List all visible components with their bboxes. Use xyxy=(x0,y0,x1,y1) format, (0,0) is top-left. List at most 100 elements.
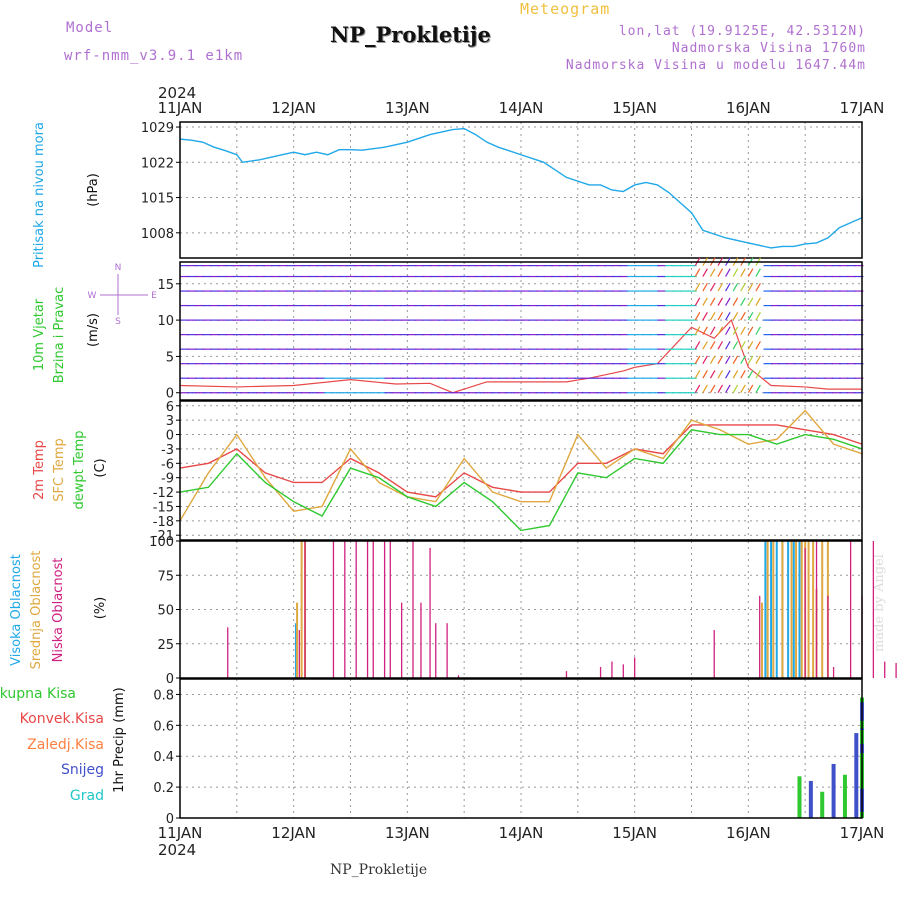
wind-unit: (m/s) xyxy=(86,313,101,347)
panel-1: 0 5 10 15 xyxy=(157,257,864,402)
ytick-label-2-4: -9 xyxy=(161,472,174,487)
wind-barb xyxy=(740,370,746,379)
time-tick-bottom-3: 14JAN xyxy=(499,824,544,842)
wind-barb xyxy=(755,326,761,335)
time-tick-bottom-0: 11JAN xyxy=(158,824,203,842)
chart-title: NP_Prokletije xyxy=(330,22,491,47)
cloud-low-label: Niska Oblacnost xyxy=(51,558,66,663)
panel-frame-1 xyxy=(179,261,863,401)
precip-snow-label: Snijeg xyxy=(61,762,104,778)
wind-barb xyxy=(740,297,746,306)
wind-barb xyxy=(702,282,708,292)
ytick-label-2-5: -6 xyxy=(161,457,174,472)
wind-barb xyxy=(717,312,724,321)
chart-subtitle: Meteogram xyxy=(520,0,611,18)
wind-barb xyxy=(725,370,731,379)
wind-barb xyxy=(747,355,754,364)
wind-barb xyxy=(732,297,739,306)
wind-label-1: 10m Vjetar xyxy=(32,298,47,371)
ytick-label-1-1: 5 xyxy=(166,350,174,365)
wind-barb xyxy=(702,355,708,364)
model-name: wrf-nmm_v3.9.1 e1km xyxy=(64,48,244,64)
ytick-label-2-7: 0 xyxy=(166,429,174,444)
wind-barb xyxy=(732,355,739,364)
precip-bar xyxy=(808,780,813,818)
wind-barb xyxy=(725,355,731,364)
ytick-label-0-3: 1029 xyxy=(141,121,174,136)
time-tick-bottom-6: 17JAN xyxy=(840,824,885,842)
model-label: Model xyxy=(66,20,114,36)
panel-3: 0 25 50 75 100 xyxy=(149,535,897,687)
time-tick-top-6: 17JAN xyxy=(840,99,885,117)
time-tick-top-2: 13JAN xyxy=(385,99,430,117)
precip-bar xyxy=(831,763,836,818)
wind-barb xyxy=(732,326,739,335)
wind-barb xyxy=(740,268,746,277)
panel-4: 0 0.2 0.4 0.6 0.8 xyxy=(153,678,864,827)
time-tick-top-3: 14JAN xyxy=(499,99,544,117)
precip-name: 1hr Precip xyxy=(112,727,127,793)
time-tick-bottom-5: 16JAN xyxy=(726,824,771,842)
wind-barb xyxy=(702,312,708,321)
pressure-unit: (hPa) xyxy=(86,173,101,207)
wind-barb xyxy=(694,297,701,306)
time-tick-bottom-2: 13JAN xyxy=(385,824,430,842)
time-tick-bottom-4: 15JAN xyxy=(612,824,657,842)
wind-barb xyxy=(717,326,724,335)
station-altitude: Nadmorska Visina 1760m xyxy=(671,41,866,56)
wind-barb xyxy=(694,268,701,277)
ytick-label-4-4: 0.8 xyxy=(153,688,174,703)
panel-0: 1008 1015 1022 1029 xyxy=(141,121,863,259)
wind-compass-icon: N S W E xyxy=(88,263,158,327)
wind-barb xyxy=(709,312,716,321)
ytick-label-1-0: 0 xyxy=(166,387,174,402)
precip-frozen-label: Zaledj.Kisa xyxy=(27,737,104,753)
series-line-2-2 xyxy=(179,429,863,532)
precip-bar xyxy=(797,776,802,818)
wind-barb xyxy=(755,370,761,379)
series-line-2-0 xyxy=(179,424,863,498)
wind-barb xyxy=(747,282,754,292)
ytick-label-2-1: -18 xyxy=(153,515,174,530)
year-label-bottom: 2024 xyxy=(158,841,196,859)
compass-n: N xyxy=(115,263,122,273)
wind-barb xyxy=(725,326,731,335)
time-tick-bottom-1: 12JAN xyxy=(271,824,316,842)
wind-barb xyxy=(694,355,701,364)
wind-barb xyxy=(717,384,724,394)
ytick-label-0-2: 1022 xyxy=(141,156,174,171)
panel-frame-4 xyxy=(179,678,863,819)
wind-barb xyxy=(740,355,746,364)
wind-barb xyxy=(732,384,739,394)
ytick-label-3-3: 75 xyxy=(157,569,174,584)
wind-barb xyxy=(694,282,701,292)
wind-barb xyxy=(702,341,708,350)
precip-unit: (mm) xyxy=(112,687,127,722)
wind-barb xyxy=(747,326,754,335)
wind-barb xyxy=(702,326,708,335)
temp-unit: (C) xyxy=(93,458,108,477)
precip-grad-label: Grad xyxy=(70,788,104,804)
wind-barb xyxy=(694,341,701,350)
series-line-2-1 xyxy=(179,409,863,522)
wind-barb xyxy=(755,297,761,306)
dewpt-label: dewpt Temp xyxy=(72,430,87,509)
ytick-label-4-2: 0.4 xyxy=(153,750,174,765)
pressure-label: Pritisak na nivou mora xyxy=(32,122,47,268)
compass-s: S xyxy=(115,317,121,327)
wind-barb xyxy=(732,341,739,350)
wind-speed-line xyxy=(179,318,862,394)
wind-barb xyxy=(747,370,754,379)
wind-barb xyxy=(717,282,724,292)
wind-barb xyxy=(740,326,746,335)
wind-label-2: Brzina i Pravac xyxy=(52,287,67,384)
cloud-unit: (%) xyxy=(93,597,108,620)
footer-name: NP_Prokletije xyxy=(330,862,428,878)
ytick-label-3-0: 0 xyxy=(166,672,174,687)
panels: 11JAN 11JAN 12JAN 12JAN 13JAN 13JAN 14JAN 14JAN… xyxy=(141,99,897,842)
wind-barb xyxy=(717,355,724,364)
precip-total-label: Ukupna Kisa xyxy=(0,686,76,702)
ytick-label-2-3: -12 xyxy=(153,486,174,501)
wind-barb xyxy=(694,384,701,394)
